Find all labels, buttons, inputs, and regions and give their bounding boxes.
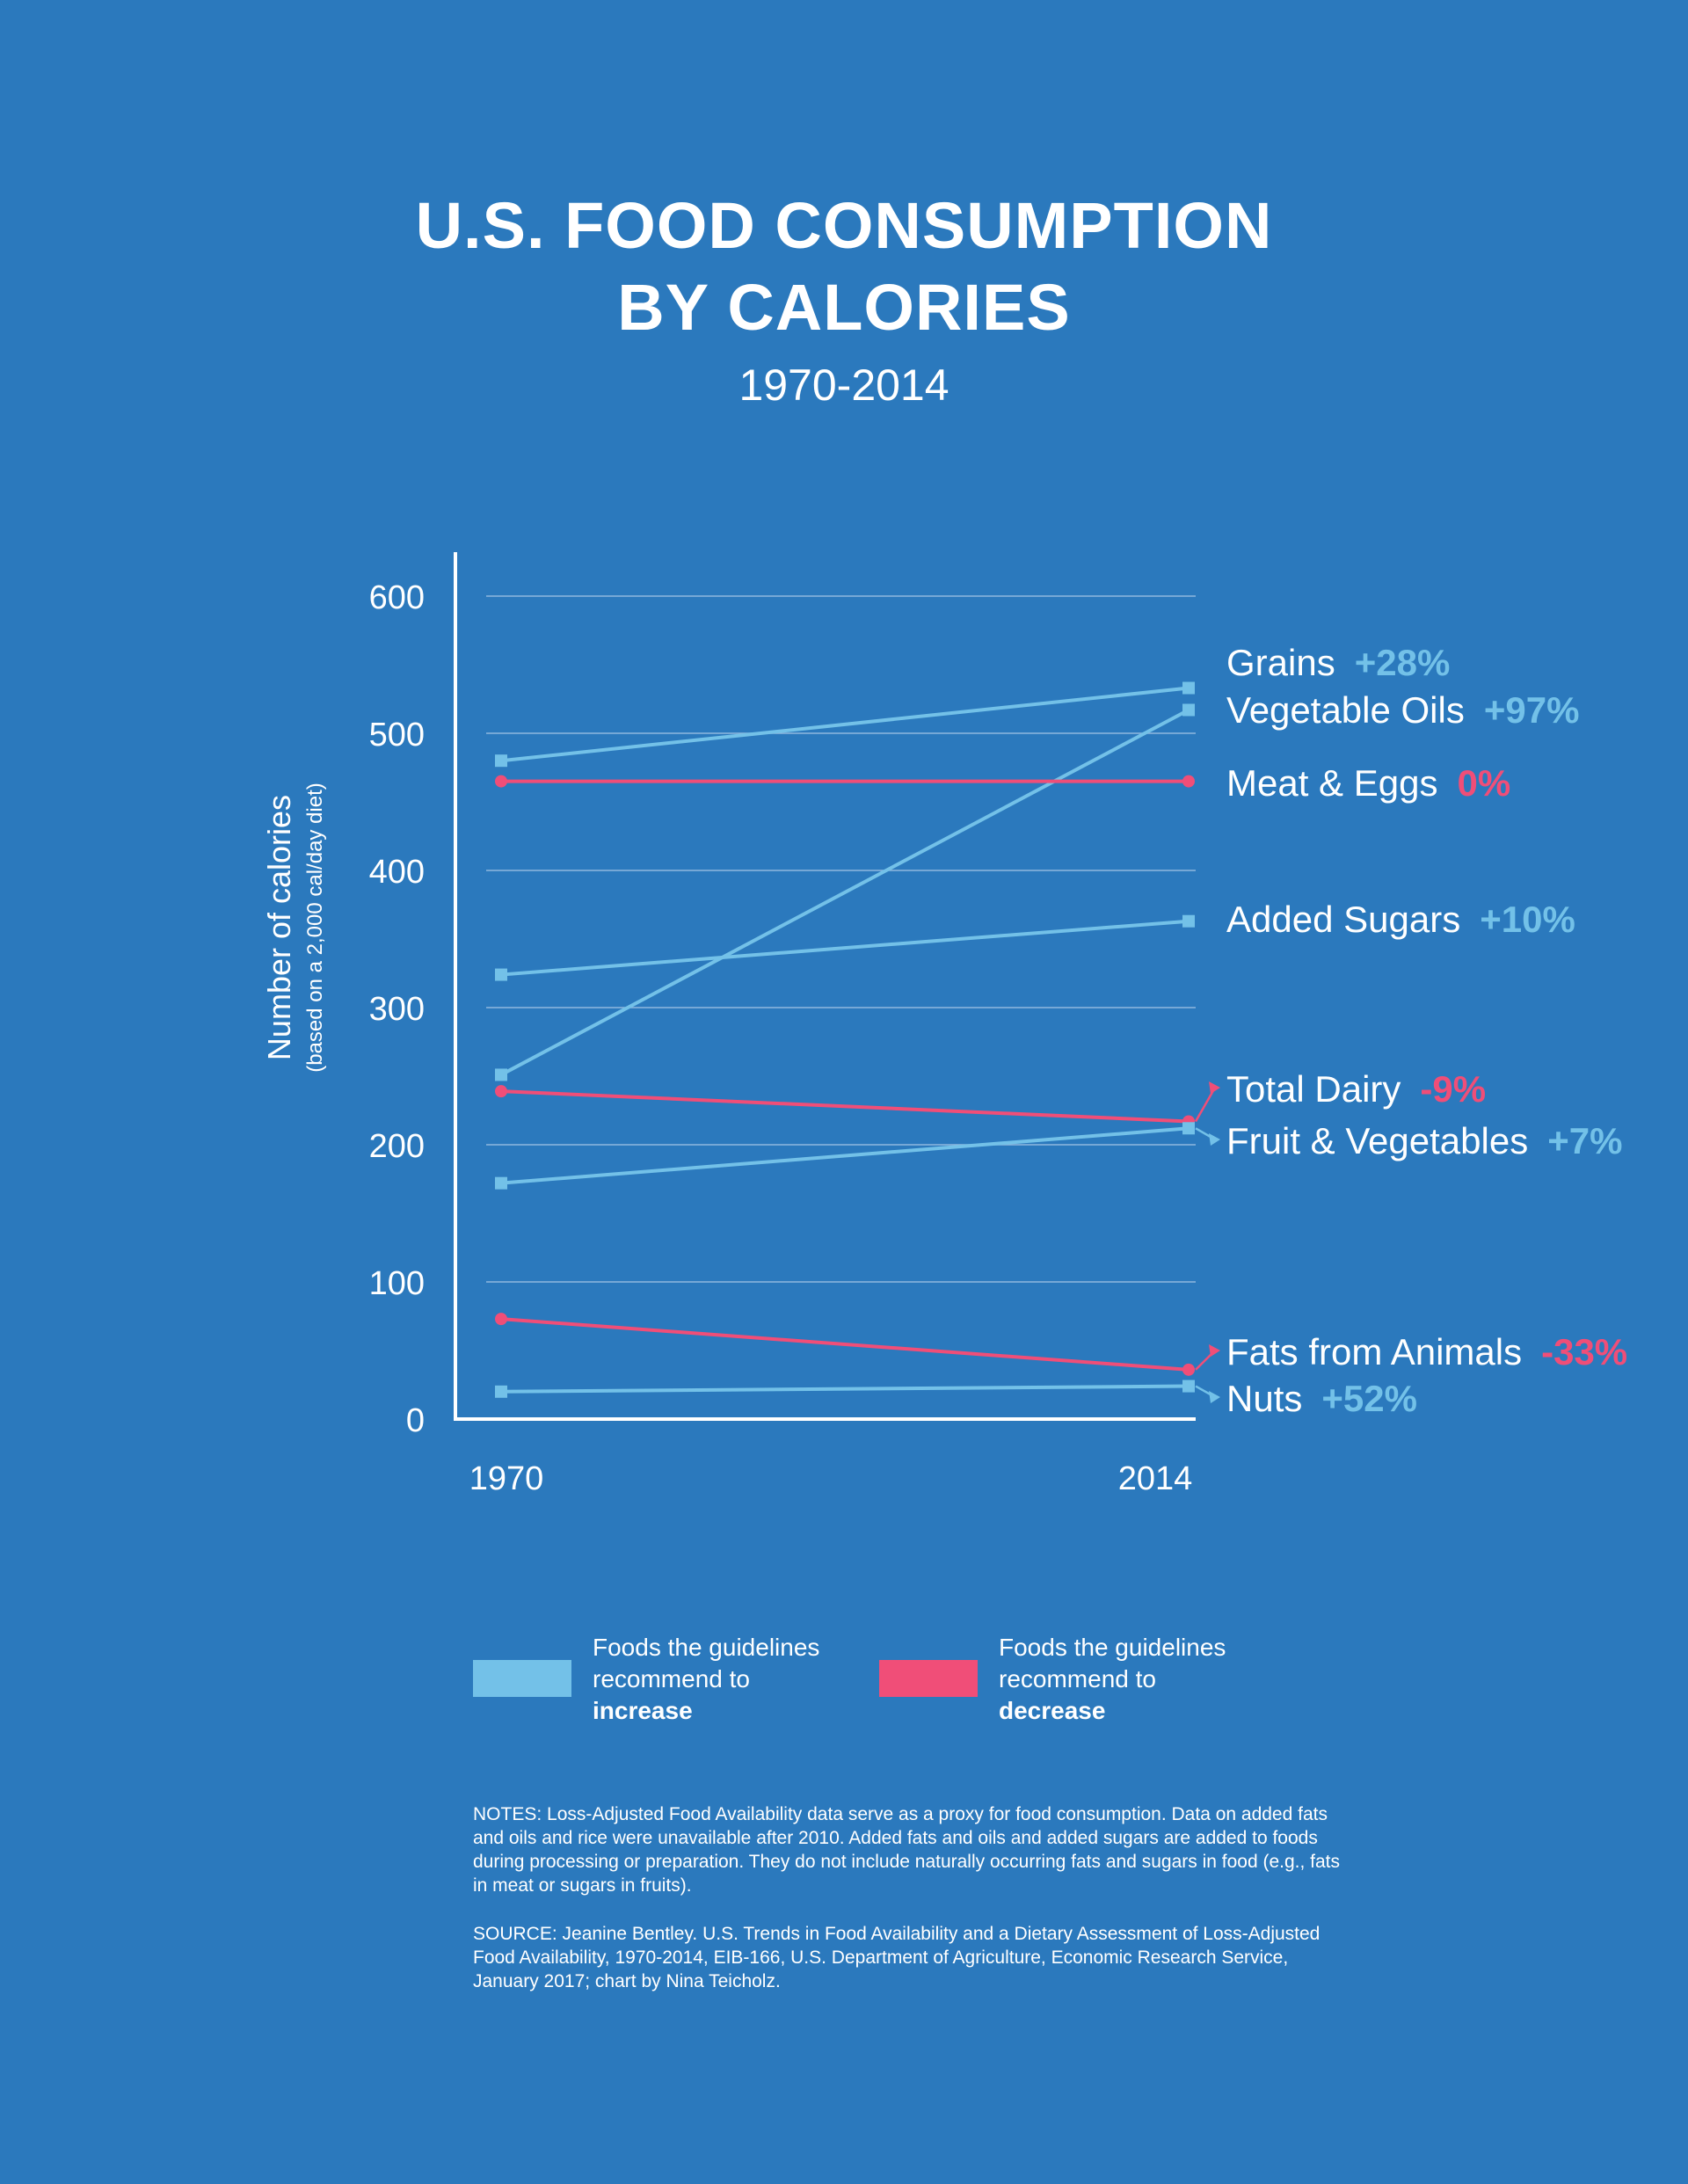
y-tick-label-0: 0 xyxy=(406,1402,425,1439)
legend-decrease-line1: Foods the guidelines xyxy=(999,1634,1226,1661)
leader-arrow-fats-from-animals xyxy=(1209,1344,1220,1357)
series-label-total-dairy: Total Dairy xyxy=(1226,1068,1401,1110)
point-total-dairy-1970 xyxy=(495,1085,507,1098)
leader-arrow-fruit-vegetables xyxy=(1209,1133,1220,1146)
series-change-total-dairy: -9% xyxy=(1420,1068,1486,1110)
series-line-grains xyxy=(500,686,1190,763)
point-grains-2014 xyxy=(1182,681,1195,695)
y-tick-label-100: 100 xyxy=(369,1265,425,1302)
series-change-nuts: +52% xyxy=(1321,1378,1417,1419)
legend-increase-line2: recommend to xyxy=(593,1665,750,1693)
point-nuts-2014 xyxy=(1182,1380,1195,1393)
legend-swatch-decrease xyxy=(879,1660,978,1697)
y-tick-label-400: 400 xyxy=(369,854,425,891)
series-label-nuts: Nuts xyxy=(1226,1378,1302,1419)
series-change-meat-eggs: 0% xyxy=(1457,762,1510,804)
series-line-fruit-vegetables xyxy=(500,1126,1190,1185)
chart-title: U.S. FOOD CONSUMPTION BY CALORIES xyxy=(0,185,1688,348)
leader-arrow-total-dairy xyxy=(1209,1081,1220,1094)
point-meat-eggs-1970 xyxy=(495,775,507,788)
point-added-sugars-1970 xyxy=(495,968,507,981)
series-change-fats-from-animals: -33% xyxy=(1541,1331,1627,1372)
series-change-fruit-vegetables: +7% xyxy=(1547,1120,1622,1161)
point-fats-from-animals-1970 xyxy=(495,1313,507,1326)
point-fruit-vegetables-1970 xyxy=(495,1176,507,1190)
legend-decrease-bold: decrease xyxy=(999,1697,1106,1724)
leader-arrow-nuts xyxy=(1209,1391,1220,1403)
series-label-vegetable-oils: Vegetable Oils xyxy=(1226,689,1465,731)
series-line-nuts xyxy=(500,1384,1190,1394)
point-grains-1970 xyxy=(495,754,507,768)
series-label-fats-from-animals: Fats from Animals xyxy=(1226,1331,1522,1372)
point-added-sugars-2014 xyxy=(1182,914,1195,928)
y-axis-label-group: Number of calories (based on a 2,000 cal/… xyxy=(261,783,327,1073)
y-axis-sublabel: (based on a 2,000 cal/day diet) xyxy=(303,783,327,1073)
series-line-added-sugars xyxy=(500,919,1190,977)
series-label-fruit-vegetables: Fruit & Vegetables xyxy=(1226,1120,1528,1161)
legend-text-decrease: Foods the guidelines recommend to decrea… xyxy=(999,1632,1280,1727)
series-change-vegetable-oils: +97% xyxy=(1484,689,1580,731)
legend-increase-line1: Foods the guidelines xyxy=(593,1634,820,1661)
chart-title-line2: BY CALORIES xyxy=(617,271,1071,344)
legend-swatch-increase xyxy=(473,1660,571,1697)
point-vegetable-oils-2014 xyxy=(1182,703,1195,717)
leader-total-dairy xyxy=(1194,1087,1217,1123)
source-text: SOURCE: Jeanine Bentley. U.S. Trends in … xyxy=(473,1924,1321,1991)
point-fruit-vegetables-2014 xyxy=(1182,1122,1195,1135)
notes-text: NOTES: Loss-Adjusted Food Availability d… xyxy=(473,1804,1341,1896)
line-chart: 0 100 200 300 400 500 600 1970 2014 Number of cal… xyxy=(261,552,1627,1497)
series-change-added-sugars: +10% xyxy=(1480,899,1575,940)
point-vegetable-oils-1970 xyxy=(495,1068,507,1081)
y-tick-label-600: 600 xyxy=(369,579,425,616)
y-axis-label: Number of calories xyxy=(261,795,297,1060)
x-tick-label-2014: 2014 xyxy=(1118,1460,1193,1497)
chart-subtitle: 1970-2014 xyxy=(738,360,950,410)
series-line-total-dairy xyxy=(500,1089,1190,1124)
legend-increase-bold: increase xyxy=(593,1697,693,1724)
legend-decrease-line2: recommend to xyxy=(999,1665,1156,1693)
y-tick-label-200: 200 xyxy=(369,1128,425,1165)
series-label-meat-eggs: Meat & Eggs xyxy=(1226,762,1437,804)
y-tick-label-300: 300 xyxy=(369,991,425,1028)
legend-text-increase: Foods the guidelines recommend to increa… xyxy=(593,1632,874,1727)
point-fats-from-animals-2014 xyxy=(1182,1363,1195,1376)
series-line-fats-from-animals xyxy=(500,1317,1190,1372)
x-tick-label-1970: 1970 xyxy=(469,1460,544,1497)
y-tick-label-500: 500 xyxy=(369,717,425,753)
series-label-added-sugars: Added Sugars xyxy=(1226,899,1460,940)
series-line-vegetable-oils xyxy=(500,708,1190,1077)
point-meat-eggs-2014 xyxy=(1182,775,1195,788)
series-change-grains: +28% xyxy=(1355,642,1451,683)
chart-title-line1: U.S. FOOD CONSUMPTION xyxy=(415,189,1273,262)
point-nuts-1970 xyxy=(495,1385,507,1398)
series-label-grains: Grains xyxy=(1226,642,1335,683)
